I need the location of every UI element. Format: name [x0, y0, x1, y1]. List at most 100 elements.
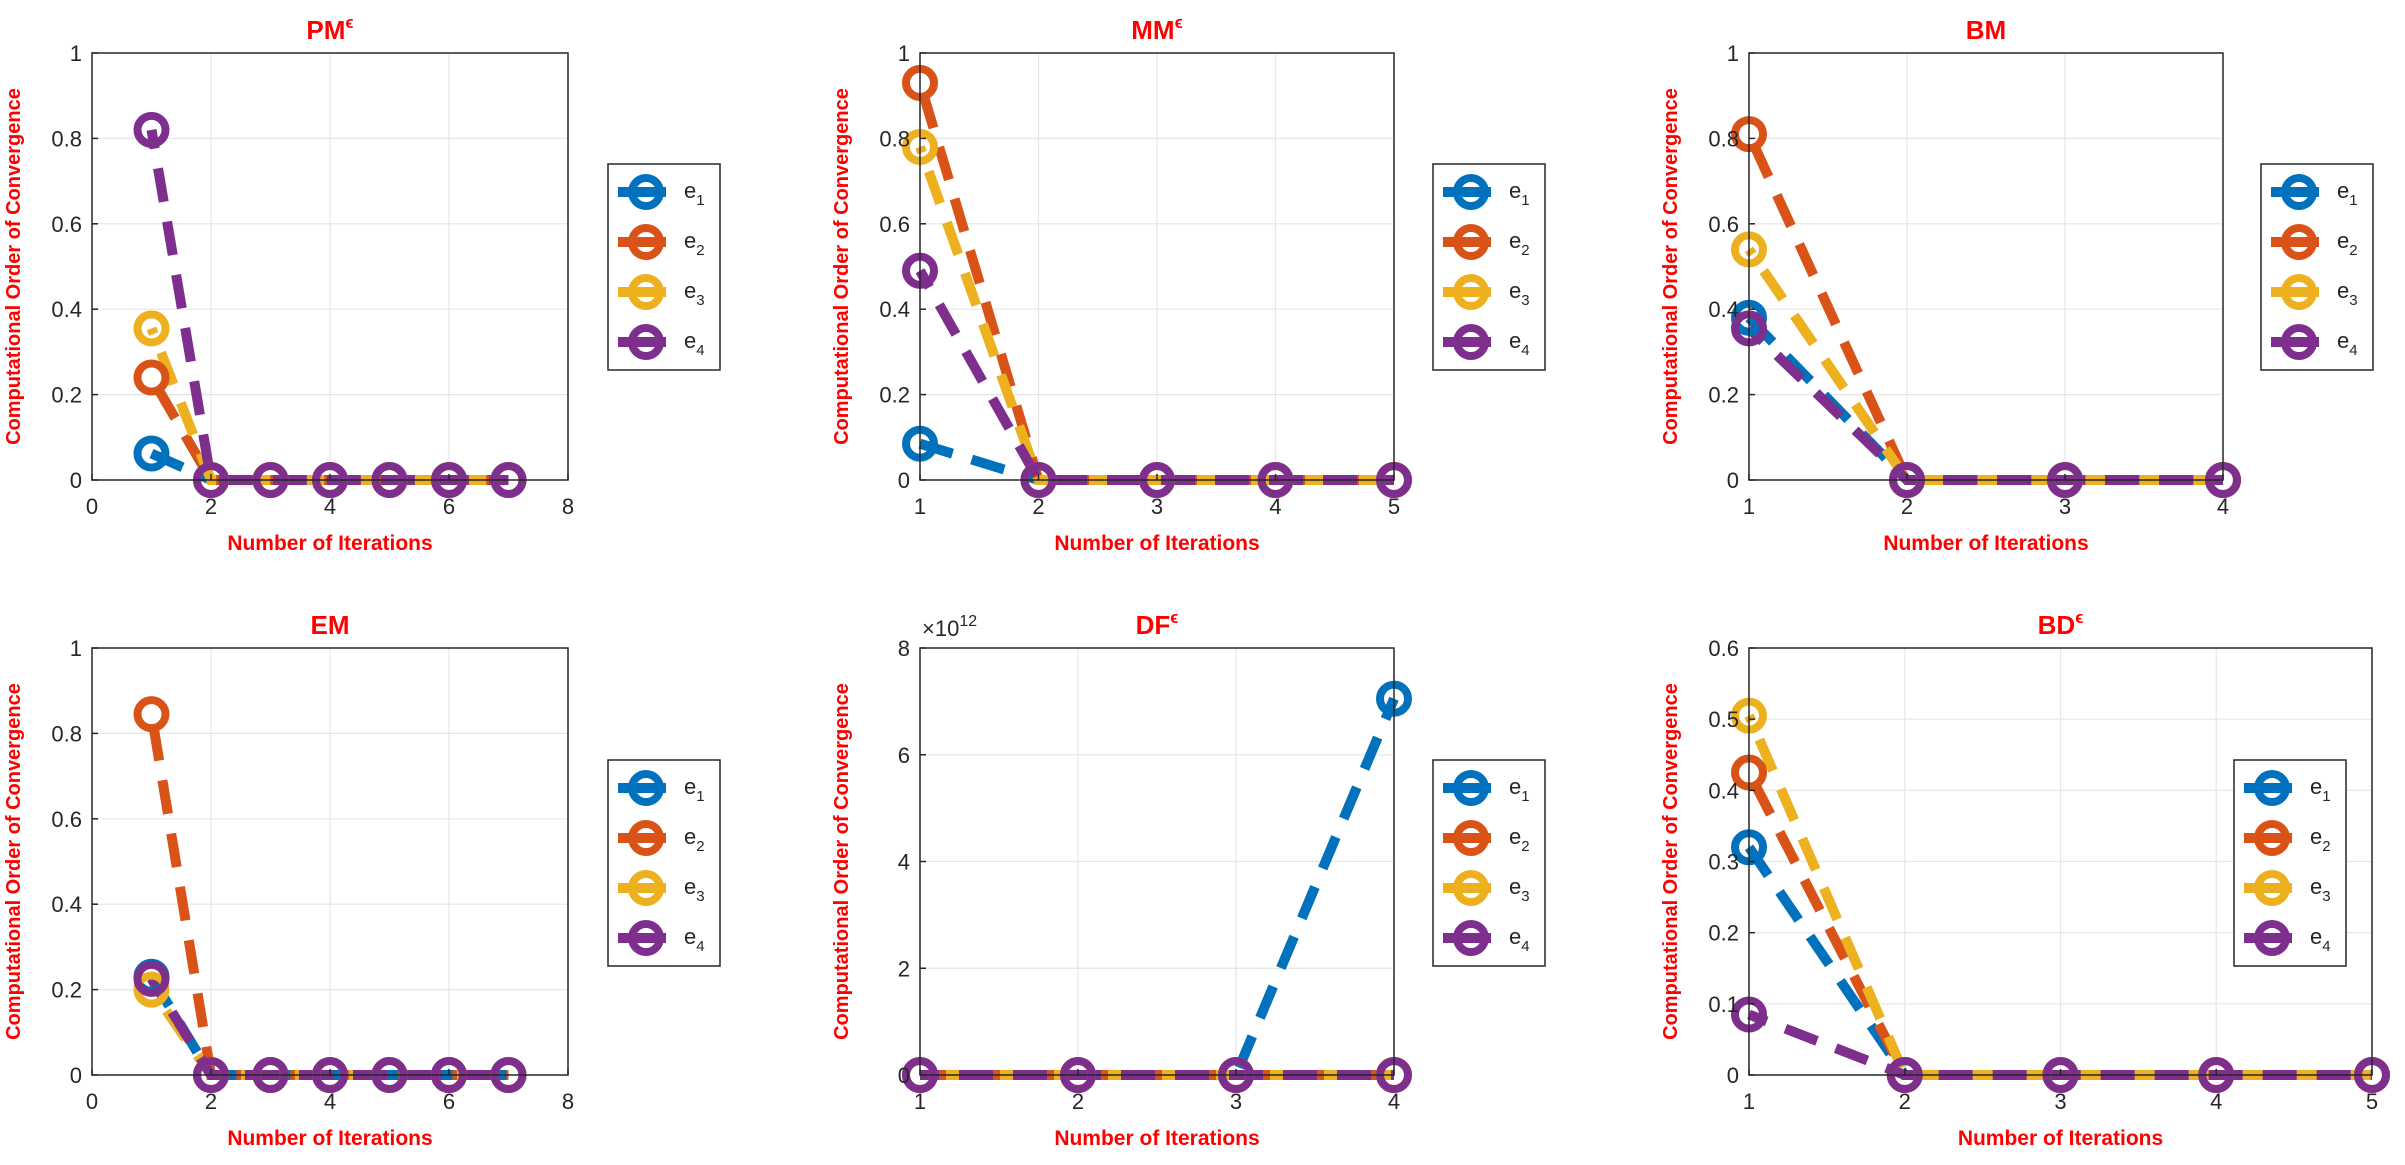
legend-entry-subscript: 1	[1521, 192, 1529, 209]
x-tick-label: 2	[1072, 1089, 1084, 1114]
legend-entry-e3: e3	[2310, 874, 2331, 905]
y-tick-label: 6	[898, 743, 910, 768]
legend-entry-e4: e4	[2337, 328, 2358, 359]
legend-entry-subscript: 3	[696, 888, 704, 905]
y-tick-label: 0.2	[51, 383, 82, 408]
x-axis-label: Number of Iterations	[1054, 1127, 1259, 1150]
y-tick-label: 0	[1727, 1063, 1739, 1088]
x-tick-label: 4	[1269, 494, 1281, 519]
legend-entry-e3: e3	[684, 874, 705, 905]
legend-box	[607, 759, 721, 967]
x-tick-label: 2	[205, 494, 217, 519]
legend-box	[607, 163, 721, 371]
legend-entry-e4: e4	[684, 924, 705, 955]
x-axis-label: Number of Iterations	[1958, 1127, 2163, 1150]
legend-entry-e2: e2	[2310, 824, 2331, 855]
legend-entry-subscript: 3	[1521, 292, 1529, 309]
legend-marker-e3	[1453, 870, 1489, 906]
series-line-e1	[1744, 844, 2372, 1080]
legend-entry-main: e	[684, 328, 696, 353]
legend-marker-e3	[2254, 870, 2290, 906]
y-axis-label: Computational Order of Convergence	[3, 683, 25, 1040]
legend-marker-e4	[2281, 324, 2317, 360]
chart-title-main: BM	[1966, 15, 2006, 45]
legend-entry-e3: e3	[684, 278, 705, 309]
legend-entry-e2: e2	[2337, 228, 2358, 259]
y-tick-label: 0.1	[1708, 992, 1739, 1017]
legend-entry-e1: e1	[1509, 178, 1530, 209]
legend-entry-e3: e3	[2337, 278, 2358, 309]
legend-marker-e4	[1453, 324, 1489, 360]
legend-entry-e4: e4	[684, 328, 705, 359]
legend-entry-subscript: 4	[2322, 938, 2330, 955]
y-tick-label: 0.2	[1708, 383, 1739, 408]
legend-entry-main: e	[1509, 824, 1521, 849]
legend-entry-e2: e2	[1509, 228, 1530, 259]
data-point-e2	[133, 696, 170, 733]
y-tick-label: 0.6	[51, 212, 82, 237]
legend-entry-main: e	[2337, 328, 2349, 353]
y-tick-label: 4	[898, 850, 910, 875]
y-tick-label: 0.5	[1708, 707, 1739, 732]
legend-entry-subscript: 4	[696, 342, 704, 359]
chart-title: BDϵ	[2038, 608, 2084, 640]
x-tick-label: 6	[443, 494, 455, 519]
legend-entry-subscript: 3	[2322, 888, 2330, 905]
plot-area	[1749, 53, 2223, 480]
x-tick-label: 4	[2210, 1089, 2222, 1114]
legend-entry-main: e	[684, 824, 696, 849]
series-line-e4	[915, 268, 1394, 485]
legend-entry-e2: e2	[684, 824, 705, 855]
legend-marker-e2	[2254, 820, 2290, 856]
legend-entry-main: e	[2337, 278, 2349, 303]
x-tick-label: 2	[1901, 494, 1913, 519]
chart-title: BM	[1966, 15, 2006, 45]
x-tick-label: 1	[914, 1089, 926, 1114]
legend-marker-e3	[1453, 274, 1489, 310]
data-point-e4	[133, 111, 170, 148]
chart-panel-3: 0 2 4 6 8 0 0.2 0.4 0.6 0.8 1 EM Number of Iteration…	[3, 610, 721, 1150]
y-axis-label: Computational Order of Convergence	[831, 88, 853, 445]
y-axis-label: Computational Order of Convergence	[1660, 683, 1682, 1040]
x-tick-label: 0	[86, 1089, 98, 1114]
x-tick-label: 3	[2054, 1089, 2066, 1114]
axes-box	[1748, 52, 2224, 481]
y-tick-label: 0.8	[1708, 126, 1739, 151]
legend-entry-subscript: 4	[1521, 342, 1529, 359]
chart-title: MMϵ	[1131, 13, 1182, 45]
legend-entry-subscript: 4	[696, 938, 704, 955]
legend-entry-main: e	[1509, 874, 1521, 899]
legend-entry-e1: e1	[684, 178, 705, 209]
y-tick-label: 0.4	[51, 892, 82, 917]
x-tick-label: 3	[1230, 1089, 1242, 1114]
legend-box	[1432, 163, 1546, 371]
y-tick-label: 0.4	[879, 297, 910, 322]
legend-marker-e2	[1453, 224, 1489, 260]
y-tick-label: 0.6	[879, 212, 910, 237]
exponent-base: ×10	[922, 616, 959, 641]
data-point-e1	[133, 435, 170, 472]
y-tick-label: 0	[70, 1063, 82, 1088]
chart-title-superscript: ϵ	[345, 13, 353, 32]
legend-entry-main: e	[1509, 278, 1521, 303]
chart-title-main: PM	[306, 15, 345, 45]
legend-entry-subscript: 4	[1521, 938, 1529, 955]
legend-entry-main: e	[684, 774, 696, 799]
series-line-e4	[1745, 324, 2223, 485]
y-tick-label: 1	[898, 41, 910, 66]
y-tick-label: 0.4	[51, 297, 82, 322]
x-tick-label: 1	[1743, 494, 1755, 519]
legend-marker-e2	[628, 820, 664, 856]
legend-entry-main: e	[1509, 924, 1521, 949]
x-tick-label: 0	[86, 494, 98, 519]
y-tick-label: 0	[898, 468, 910, 493]
x-tick-label: 8	[562, 494, 574, 519]
legend-entry-subscript: 1	[2322, 788, 2330, 805]
x-tick-label: 5	[2366, 1089, 2378, 1114]
chart-title-main: MM	[1131, 15, 1174, 45]
legend-entry-e2: e2	[684, 228, 705, 259]
